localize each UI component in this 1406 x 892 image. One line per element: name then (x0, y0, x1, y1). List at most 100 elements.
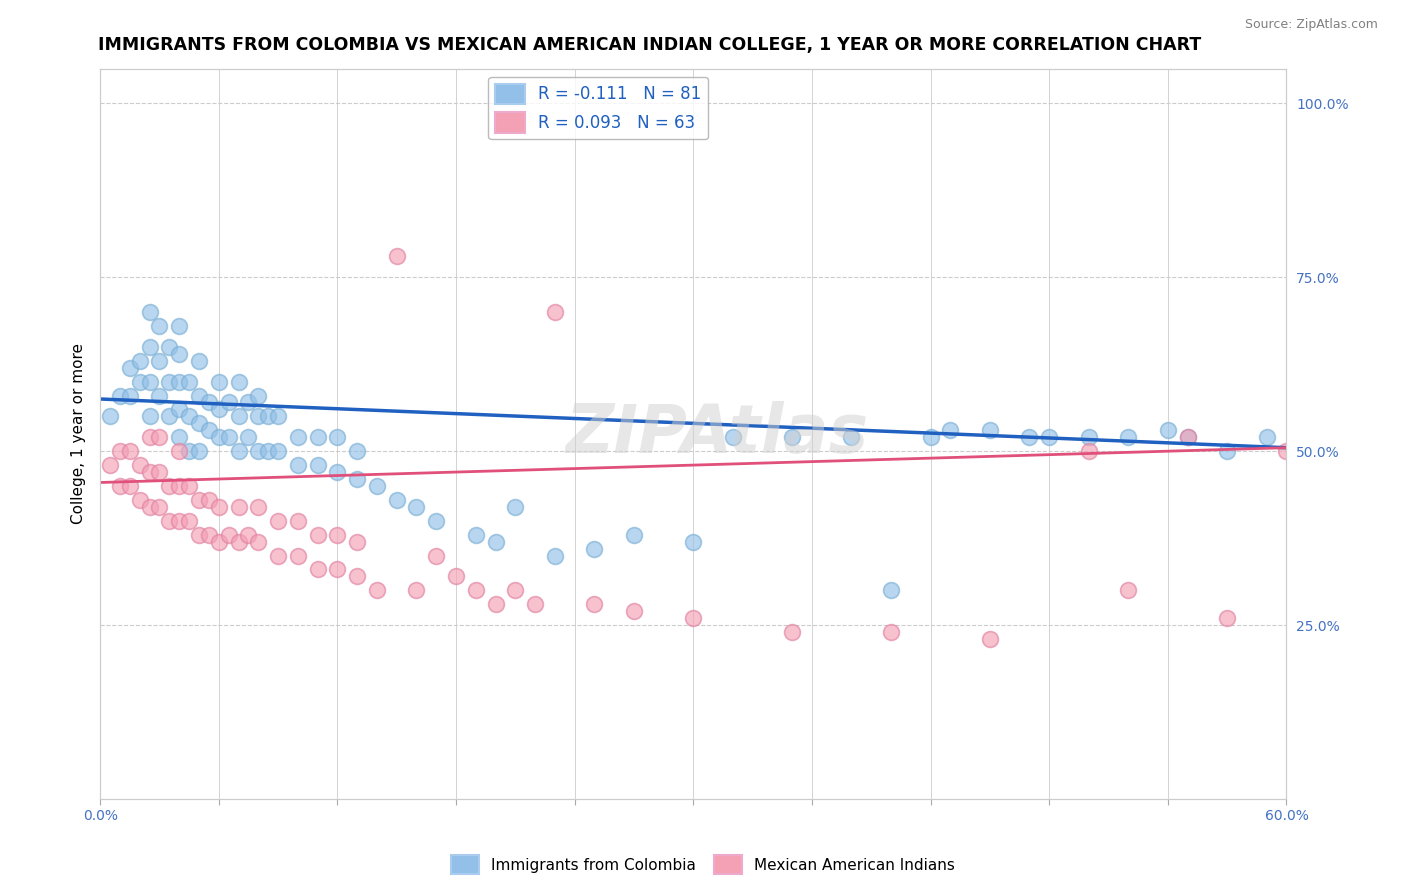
Point (157, 375, 180, 389)
Point (188, 527, 211, 541)
Text: Source: ZipAtlas.com: Source: ZipAtlas.com (1244, 18, 1378, 31)
Point (1077, 430, 1099, 444)
Point (157, 514, 180, 528)
Point (1275, 444, 1298, 458)
Point (188, 417, 211, 431)
Point (118, 444, 141, 458)
Point (138, 340, 160, 354)
Point (198, 423, 221, 437)
Point (177, 409, 200, 424)
Point (228, 534, 250, 549)
Point (544, 305, 567, 319)
Point (979, 632, 1001, 646)
Point (464, 583, 486, 598)
Point (138, 409, 160, 424)
Point (505, 583, 527, 598)
Point (148, 500, 170, 514)
Point (1018, 430, 1040, 444)
Point (505, 500, 527, 514)
Point (167, 402, 190, 417)
Point (138, 430, 160, 444)
Point (138, 500, 160, 514)
Point (157, 479, 180, 493)
Point (623, 527, 645, 541)
Point (444, 569, 467, 583)
Point (1116, 583, 1139, 598)
Point (208, 534, 231, 549)
Point (238, 430, 260, 444)
Point (228, 409, 250, 424)
Point (228, 500, 250, 514)
Point (247, 409, 270, 424)
Point (1216, 444, 1239, 458)
Point (366, 583, 388, 598)
Point (405, 583, 427, 598)
Text: IMMIGRANTS FROM COLOMBIA VS MEXICAN AMERICAN INDIAN COLLEGE, 1 YEAR OR MORE CORR: IMMIGRANTS FROM COLOMBIA VS MEXICAN AMER… (98, 36, 1202, 54)
Point (167, 514, 190, 528)
Point (247, 388, 270, 402)
Point (167, 444, 190, 458)
Point (524, 597, 547, 611)
Point (128, 353, 150, 368)
Point (208, 402, 231, 417)
Point (148, 318, 170, 333)
Point (228, 444, 250, 458)
Point (267, 409, 290, 424)
Point (346, 444, 368, 458)
Point (1177, 430, 1199, 444)
Point (218, 395, 240, 409)
Point (177, 479, 200, 493)
Point (238, 395, 260, 409)
Point (148, 465, 170, 479)
Point (218, 430, 240, 444)
Point (167, 375, 190, 389)
Point (780, 625, 803, 640)
Point (1177, 430, 1199, 444)
Point (98, 458, 121, 472)
Point (484, 597, 506, 611)
Point (177, 514, 200, 528)
Point (287, 514, 309, 528)
Point (682, 611, 704, 625)
Point (167, 318, 190, 333)
Text: ZIPAtlas: ZIPAtlas (565, 401, 869, 467)
Point (228, 375, 250, 389)
Point (148, 353, 170, 368)
Point (1256, 430, 1278, 444)
Point (188, 353, 211, 368)
Point (385, 492, 408, 507)
Point (138, 375, 160, 389)
Point (257, 409, 280, 424)
Point (979, 423, 1001, 437)
Point (326, 465, 349, 479)
Point (366, 479, 388, 493)
Point (98, 409, 121, 424)
Point (257, 444, 280, 458)
Point (148, 430, 170, 444)
Point (1116, 430, 1139, 444)
Point (267, 444, 290, 458)
Point (425, 514, 447, 528)
Point (198, 527, 221, 541)
Point (682, 534, 704, 549)
Point (623, 604, 645, 618)
Point (208, 375, 231, 389)
Point (287, 430, 309, 444)
Point (326, 430, 349, 444)
Point (128, 458, 150, 472)
Point (583, 541, 606, 556)
Point (177, 444, 200, 458)
Point (247, 444, 270, 458)
Legend: Immigrants from Colombia, Mexican American Indians: Immigrants from Colombia, Mexican Americ… (446, 849, 960, 880)
Point (138, 305, 160, 319)
Point (118, 388, 141, 402)
Point (841, 430, 863, 444)
Point (425, 549, 447, 563)
Point (128, 375, 150, 389)
Point (721, 430, 744, 444)
Point (267, 549, 290, 563)
Point (1038, 430, 1060, 444)
Point (267, 514, 290, 528)
Point (188, 388, 211, 402)
Point (880, 583, 903, 598)
